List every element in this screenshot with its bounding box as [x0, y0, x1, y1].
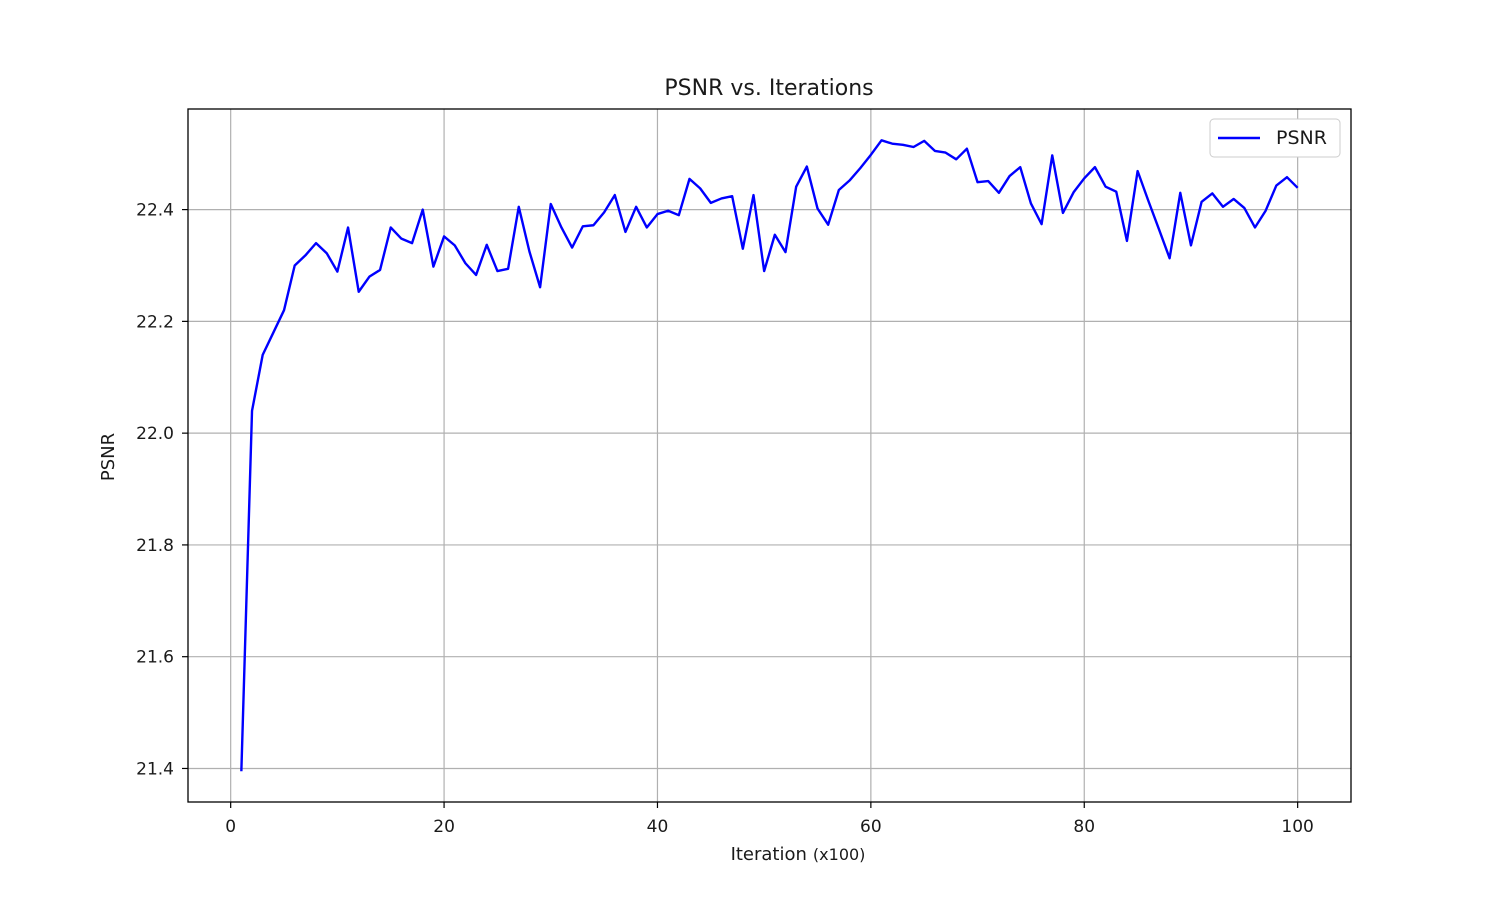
legend-label-psnr: PSNR — [1276, 127, 1327, 149]
axis-ticks: 0 20 40 60 80 100 21.4 21.6 21.8 22.0 22.2 22.4 — [136, 201, 1314, 837]
x-tick-label: 40 — [647, 817, 669, 837]
legend-box — [1209, 118, 1341, 158]
legend: PSNR — [1209, 118, 1341, 158]
series-layer — [240, 139, 1299, 772]
x-axis-label-main: Iteration — [731, 844, 807, 865]
y-tick-label: 22.0 — [136, 424, 174, 444]
x-axis-label-note: (x100) — [813, 845, 866, 864]
x-tick-label: 0 — [225, 817, 236, 837]
y-tick-label: 22.2 — [136, 312, 174, 332]
y-tick-label: 21.8 — [136, 536, 174, 556]
plot-frame — [187, 108, 1352, 803]
x-axis-label: Iteration (x100) — [731, 844, 866, 865]
chart-title: PSNR vs. Iterations — [664, 76, 873, 101]
y-axis-label: PSNR — [98, 433, 119, 481]
grid-lines — [188, 109, 1351, 802]
x-tick-label: 60 — [860, 817, 882, 837]
x-tick-label: 20 — [433, 817, 455, 837]
y-tick-label: 22.4 — [136, 201, 174, 221]
x-tick-label: 100 — [1281, 817, 1313, 837]
series-line-psnr — [240, 139, 1299, 772]
y-tick-label: 21.6 — [136, 648, 174, 668]
y-tick-label: 21.4 — [136, 759, 174, 779]
x-tick-label: 80 — [1073, 817, 1095, 837]
